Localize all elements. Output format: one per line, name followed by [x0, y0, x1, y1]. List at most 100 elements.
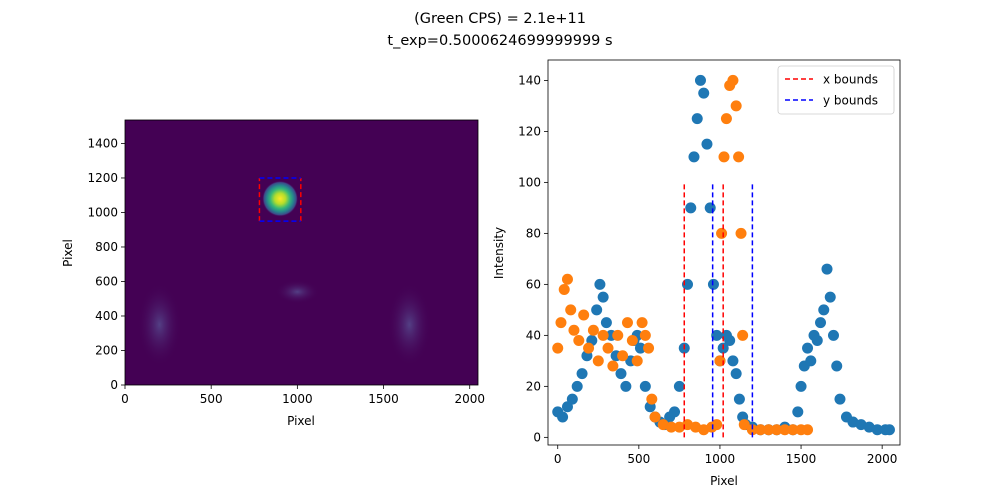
profile-frame [547, 59, 901, 446]
blue-profile-point [571, 380, 583, 392]
profile-y-tick-label: 100 [518, 175, 541, 189]
blue-profile-point [615, 368, 627, 380]
orange-profile-point [735, 227, 747, 239]
image-x-tick-label: 1000 [282, 392, 313, 406]
orange-profile-point [643, 342, 655, 354]
blue-profile-point [724, 334, 736, 346]
blue-profile-point [883, 424, 895, 436]
orange-profile-point [727, 74, 739, 86]
orange-profile-point [612, 329, 624, 341]
legend-label-x-bounds: x bounds [823, 73, 878, 87]
orange-profile-point [578, 309, 590, 321]
orange-profile-point [738, 419, 750, 431]
orange-profile-point [649, 411, 661, 423]
orange-profile-point [779, 424, 791, 436]
orange-profile-point [802, 424, 814, 436]
blue-profile-point [685, 202, 697, 214]
orange-profile-point [607, 360, 619, 372]
image-x-tick-label: 2000 [454, 392, 485, 406]
profile-x-tick-label: 500 [627, 452, 650, 466]
orange-profile-point [583, 342, 595, 354]
blue-profile-point [824, 291, 836, 303]
profile-y-tick-label: 140 [518, 73, 541, 87]
blue-profile-point [805, 355, 817, 367]
profile-y-tick-label: 60 [526, 277, 541, 291]
blue-profile-point [597, 291, 609, 303]
image-y-tick-label: 600 [95, 274, 118, 288]
orange-profile-point [552, 342, 564, 354]
orange-profile-point [733, 151, 745, 163]
profile-x-tick-label: 0 [554, 452, 562, 466]
legend: x bounds y bounds [777, 65, 895, 115]
blue-profile-point [704, 202, 716, 214]
blue-profile-point [594, 278, 606, 290]
orange-profile-point [771, 424, 783, 436]
figure-title-line1: (Green CPS) = 2.1e+11 [414, 11, 586, 27]
blue-profile-point [795, 380, 807, 392]
profile-y-tick-label: 80 [526, 226, 541, 240]
figure-title-line2: t_exp=0.5000624699999999 s [387, 33, 612, 49]
legend-label-y-bounds: y bounds [823, 94, 878, 108]
orange-profile-point [573, 334, 585, 346]
image-y-tick-label: 1200 [87, 171, 118, 185]
image-y-tick-label: 0 [110, 378, 118, 392]
blue-profile-point [591, 304, 603, 316]
blue-profile-point [871, 424, 883, 436]
profile-x-tick-label: 1000 [705, 452, 736, 466]
orange-profile-point [561, 273, 573, 285]
orange-profile-point [639, 329, 651, 341]
faint-feature [137, 282, 182, 367]
blue-profile-point [688, 151, 700, 163]
bright-spot [262, 180, 299, 217]
orange-profile-point [730, 100, 742, 112]
orange-profile-point [763, 424, 775, 436]
image-x-tick-label: 1500 [368, 392, 399, 406]
blue-profile-point [821, 263, 833, 275]
orange-profile-point [665, 421, 677, 433]
blue-profile-point [815, 317, 827, 329]
profile-y-axis-label: Intensity [492, 227, 506, 279]
image-y-tick-label: 400 [95, 309, 118, 323]
blue-profile-point [691, 113, 703, 125]
image-panel: 0 500 1000 1500 2000 0 200 400 600 800 1000 1200 14… [61, 119, 485, 428]
orange-profile-point [646, 393, 658, 405]
blue-profile-point [620, 380, 632, 392]
orange-profile-point [711, 419, 723, 431]
blue-profile-point [711, 329, 723, 341]
image-y-tick-label: 800 [95, 240, 118, 254]
blue-profile-point [698, 87, 710, 99]
blue-profile-point [639, 380, 651, 392]
blue-profile-point [557, 411, 569, 423]
orange-profile-point [587, 324, 599, 336]
orange-profile-point [617, 350, 629, 362]
orange-profile-point [626, 334, 638, 346]
profile-y-tick-label: 0 [533, 430, 541, 444]
blue-profile-point [600, 317, 612, 329]
orange-profile-point [631, 355, 643, 367]
legend-box [777, 65, 895, 115]
blue-profile-point [634, 342, 646, 354]
blue-profile-point [827, 329, 839, 341]
image-x-tick-label: 500 [200, 392, 223, 406]
blue-profile-point [834, 393, 846, 405]
profile-panel: 0 500 1000 1500 2000 0 20 40 60 80 100 120 140 Pixe… [492, 59, 901, 488]
orange-profile-point [716, 227, 728, 239]
image-y-tick-label: 1000 [87, 205, 118, 219]
orange-profile-point [746, 424, 758, 436]
blue-profile-point [673, 380, 685, 392]
image-frame [124, 119, 479, 386]
orange-profile-point [718, 151, 730, 163]
blue-profile-point [811, 334, 823, 346]
blue-profile-point [694, 74, 706, 86]
profile-y-tick-label: 120 [518, 124, 541, 138]
orange-profile-point [754, 424, 766, 436]
orange-profile-point [597, 329, 609, 341]
image-y-tick-label: 1400 [87, 136, 118, 150]
blue-profile-point [792, 406, 804, 418]
orange-profile-point [787, 424, 799, 436]
blue-profile-point [831, 360, 843, 372]
profile-y-tick-label: 40 [526, 328, 541, 342]
orange-profile-point [602, 342, 614, 354]
orange-profile-point [720, 113, 732, 125]
blue-profile-point [727, 355, 739, 367]
